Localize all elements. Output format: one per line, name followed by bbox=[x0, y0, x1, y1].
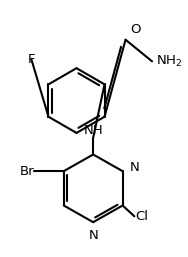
Text: N: N bbox=[130, 161, 139, 174]
Text: N: N bbox=[88, 229, 98, 242]
Text: NH$_2$: NH$_2$ bbox=[156, 54, 182, 69]
Text: F: F bbox=[28, 53, 35, 66]
Text: Cl: Cl bbox=[135, 210, 148, 223]
Text: Br: Br bbox=[20, 165, 34, 178]
Text: O: O bbox=[130, 23, 141, 36]
Text: NH: NH bbox=[83, 124, 103, 137]
